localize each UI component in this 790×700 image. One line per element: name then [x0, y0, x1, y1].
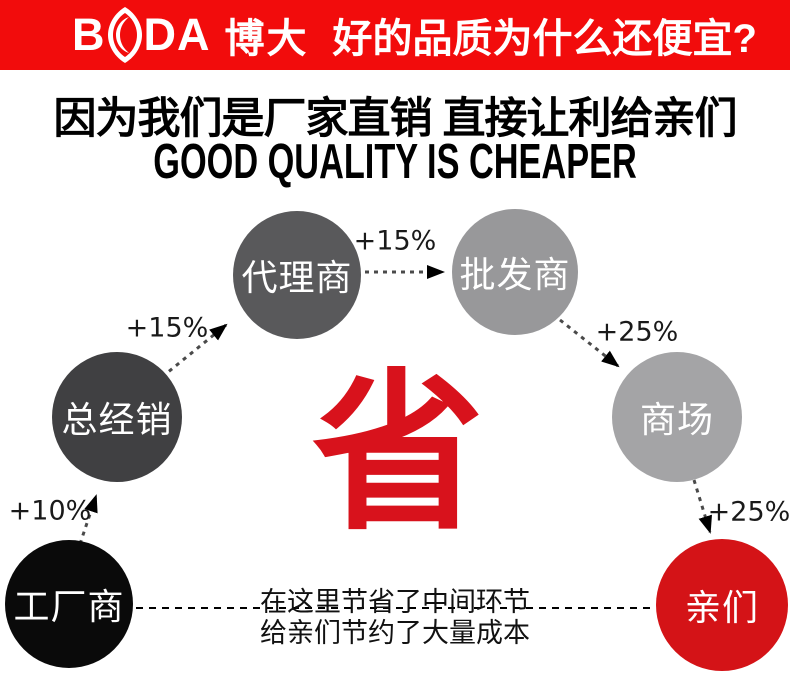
eye-lens-logo-icon [107, 7, 142, 63]
logo-text-right: DA [143, 9, 211, 60]
save-character: 省 [312, 358, 484, 550]
node-mall: 商场 [612, 352, 742, 482]
edge-label-distributor-agent: +15% [125, 312, 209, 344]
node-agent: 代理商 [233, 211, 361, 339]
edge-label-factory-distributor: +10% [8, 495, 92, 527]
node-general-distributor: 总经销 [52, 352, 182, 482]
headline-en: GOOD QUALITY IS CHEAPER [153, 135, 637, 189]
note-line-1: 在这里节省了中间环节 [260, 587, 530, 617]
headline-cn: 因为我们是厂家直销 直接让利给亲们 [53, 95, 738, 143]
logo-text-left: B [72, 9, 106, 60]
node-agent-label: 代理商 [241, 257, 353, 298]
edge-label-agent-wholesaler: +15% [353, 225, 437, 257]
node-mall-label: 商场 [639, 399, 714, 440]
brand-banner: B DA 博大 好的品质为什么还便宜? [0, 0, 790, 70]
node-customers-label: 亲们 [684, 587, 759, 628]
edge-label-mall-customers: +25% [707, 496, 790, 528]
note-line-2: 给亲们节约了大量成本 [260, 618, 530, 648]
node-wholesaler: 批发商 [452, 209, 578, 335]
banner-slogan: 好的品质为什么还便宜? [332, 17, 757, 61]
node-customers: 亲们 [656, 539, 788, 671]
node-wholesaler-label: 批发商 [459, 254, 571, 295]
node-factory-label: 工厂商 [13, 586, 125, 627]
edge-label-wholesaler-mall: +25% [595, 316, 679, 348]
node-general-distributor-label: 总经销 [61, 399, 173, 440]
brand-name-cn: 博大 [224, 17, 309, 61]
node-factory: 工厂商 [5, 540, 133, 668]
brand-logo: B DA [72, 7, 211, 63]
